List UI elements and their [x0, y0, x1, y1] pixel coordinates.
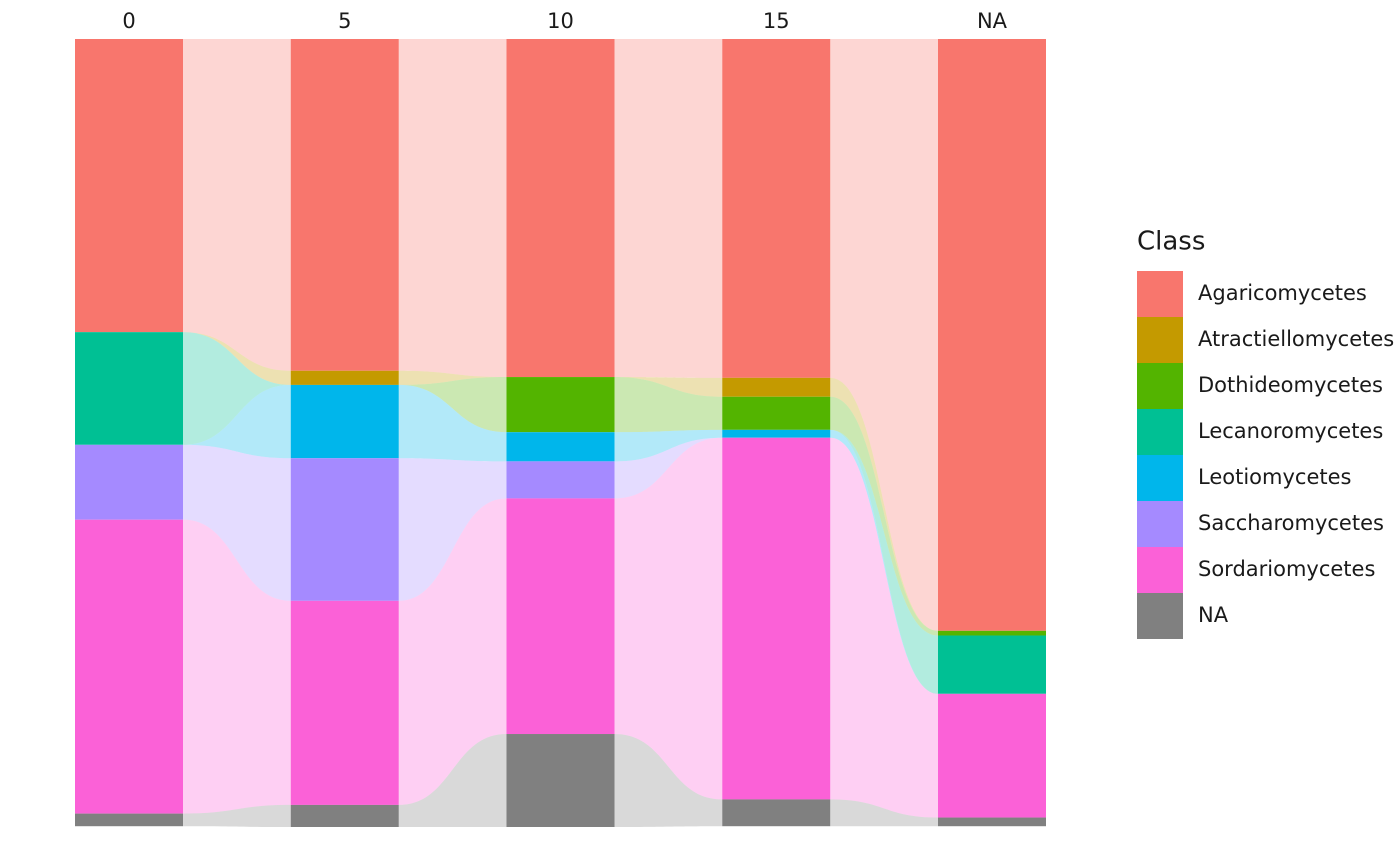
flow: [614, 377, 723, 397]
stratum: [506, 432, 615, 462]
flow: [614, 377, 723, 433]
flow: [830, 377, 938, 631]
stratum: [506, 461, 615, 499]
x-tick-label: NA: [977, 9, 1008, 33]
flow: [398, 370, 507, 385]
stratum: [938, 817, 1046, 827]
stratum: [290, 384, 399, 459]
flow: [830, 799, 938, 827]
flow: [398, 377, 507, 433]
flow: [183, 39, 291, 371]
stratum: [290, 804, 399, 827]
legend-key: [1137, 271, 1183, 317]
legend-key: [1137, 547, 1183, 593]
stratum: [290, 39, 399, 371]
legend-label: Leotiomycetes: [1198, 465, 1351, 489]
stratum: [722, 429, 831, 438]
flow: [183, 384, 291, 459]
legend-title: Class: [1137, 227, 1205, 257]
flow: [398, 384, 507, 462]
legend-label: Lecanoromycetes: [1198, 419, 1383, 443]
flow: [183, 519, 291, 814]
stratum: [722, 799, 831, 827]
flow: [830, 437, 938, 818]
legend-label: NA: [1198, 603, 1229, 627]
flow: [614, 39, 723, 378]
flow: [183, 332, 291, 445]
legend-key: [1137, 593, 1183, 639]
flow: [614, 437, 723, 800]
stratum: [506, 377, 615, 433]
stratum: [290, 458, 399, 601]
flow: [830, 429, 938, 694]
stratum: [938, 693, 1046, 818]
legend-label: Sordariomycetes: [1198, 557, 1375, 581]
stratum: [290, 370, 399, 385]
stratum: [506, 734, 615, 827]
legend-key: [1137, 363, 1183, 409]
legend-key: [1137, 409, 1183, 455]
flow: [183, 444, 291, 601]
stratum: [722, 377, 831, 397]
stratum: [75, 519, 183, 814]
flow: [183, 804, 291, 827]
stratum: [722, 39, 831, 378]
flow: [398, 498, 507, 805]
flow: [614, 429, 723, 462]
flow: [398, 734, 507, 827]
legend-label: Dothideomycetes: [1198, 373, 1383, 397]
legend-label: Saccharomycetes: [1198, 511, 1384, 535]
flow: [830, 396, 938, 636]
x-tick-label: 10: [547, 9, 574, 33]
stratum: [75, 332, 183, 445]
stratum: [938, 630, 1046, 636]
stratum: [290, 600, 399, 805]
stratum: [75, 444, 183, 520]
x-tick-label: 15: [763, 9, 790, 33]
flow: [830, 39, 938, 631]
flow: [614, 734, 723, 827]
stratum: [722, 437, 831, 800]
legend-key: [1137, 501, 1183, 547]
flow: [830, 429, 938, 694]
flow: [614, 437, 723, 499]
x-tick-label: 5: [338, 9, 351, 33]
flow: [183, 332, 291, 385]
x-tick-label: 0: [122, 9, 135, 33]
stratum: [722, 396, 831, 430]
legend-key: [1137, 317, 1183, 363]
stratum: [938, 635, 1046, 694]
flow: [398, 39, 507, 378]
legend-key: [1137, 455, 1183, 501]
legend-label: Agaricomycetes: [1198, 281, 1367, 305]
legend-label: Atractiellomycetes: [1198, 327, 1394, 351]
stratum: [506, 39, 615, 378]
stratum: [75, 813, 183, 827]
stratum: [75, 39, 183, 333]
stratum: [938, 39, 1046, 631]
stratum: [506, 498, 615, 735]
flow: [398, 458, 507, 601]
